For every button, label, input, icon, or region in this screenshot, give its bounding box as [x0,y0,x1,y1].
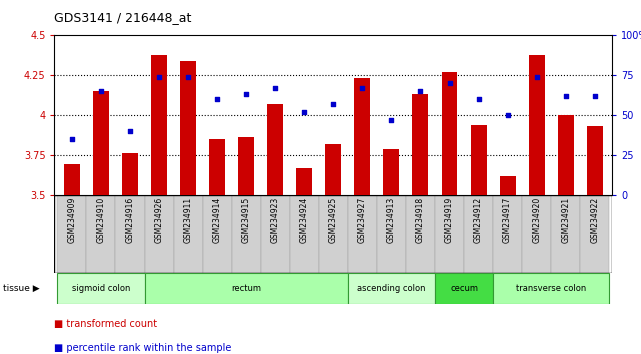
Text: transverse colon: transverse colon [516,284,587,293]
Bar [296,168,312,195]
Text: GSM234909: GSM234909 [67,197,76,244]
Point [96,88,106,94]
Bar [64,165,80,195]
Text: GSM234924: GSM234924 [300,197,309,243]
Text: GSM234917: GSM234917 [503,197,512,243]
Point [503,112,513,118]
Bar [203,195,231,273]
Bar [348,195,377,273]
Bar [383,149,399,195]
Text: ascending colon: ascending colon [357,284,426,293]
Bar [406,195,435,273]
Bar [348,273,435,304]
Text: GSM234913: GSM234913 [387,197,396,243]
Text: rectum: rectum [231,284,261,293]
Point [531,74,542,80]
Bar [412,95,428,195]
Text: GSM234912: GSM234912 [474,197,483,243]
Bar [238,137,254,195]
Bar [58,195,87,273]
Point [125,128,135,134]
Bar [499,176,515,195]
Text: GSM234921: GSM234921 [561,197,570,243]
Bar [319,195,348,273]
Bar [209,139,225,195]
Bar [180,61,196,195]
Bar [558,115,574,195]
Point [357,85,367,91]
Bar [522,195,551,273]
Bar [587,126,603,195]
Bar [174,195,203,273]
Bar [442,72,458,195]
Text: ■ transformed count: ■ transformed count [54,319,158,329]
Text: GSM234911: GSM234911 [183,197,192,243]
Point [590,93,600,99]
Bar [144,273,348,304]
Point [561,93,571,99]
Bar [470,125,487,195]
Point [415,88,426,94]
Text: GSM234915: GSM234915 [242,197,251,243]
Bar [261,195,290,273]
Text: GSM234926: GSM234926 [154,197,163,243]
Point [212,96,222,102]
Bar [529,55,545,195]
Bar [326,144,341,195]
Bar [58,273,144,304]
Point [154,74,164,80]
Text: GSM234922: GSM234922 [590,197,599,243]
Text: GSM234920: GSM234920 [532,197,541,243]
Bar [493,273,609,304]
Bar [151,55,167,195]
Bar [290,195,319,273]
Bar [435,195,464,273]
Bar [122,153,138,195]
Point [270,85,280,91]
Bar [115,195,144,273]
Bar [144,195,174,273]
Bar [493,195,522,273]
Text: sigmoid colon: sigmoid colon [72,284,130,293]
Text: GDS3141 / 216448_at: GDS3141 / 216448_at [54,11,192,24]
Text: GSM234927: GSM234927 [358,197,367,243]
Bar [464,195,493,273]
Text: cecum: cecum [450,284,478,293]
Bar [580,195,609,273]
Bar [354,78,370,195]
Point [299,109,310,115]
Bar [435,273,493,304]
Text: GSM234916: GSM234916 [126,197,135,243]
Bar [87,195,115,273]
Point [183,74,193,80]
Text: GSM234918: GSM234918 [416,197,425,243]
Bar [551,195,580,273]
Point [444,80,454,86]
Text: tissue ▶: tissue ▶ [3,284,40,293]
Text: GSM234910: GSM234910 [96,197,106,243]
Bar [377,195,406,273]
Text: ■ percentile rank within the sample: ■ percentile rank within the sample [54,343,232,353]
Bar [231,195,261,273]
Point [67,136,77,142]
Point [387,117,397,123]
Bar [267,104,283,195]
Text: GSM234919: GSM234919 [445,197,454,243]
Bar [93,91,109,195]
Point [328,101,338,107]
Text: GSM234923: GSM234923 [271,197,279,243]
Text: GSM234925: GSM234925 [329,197,338,243]
Point [474,96,484,102]
Text: GSM234914: GSM234914 [213,197,222,243]
Point [241,92,251,97]
